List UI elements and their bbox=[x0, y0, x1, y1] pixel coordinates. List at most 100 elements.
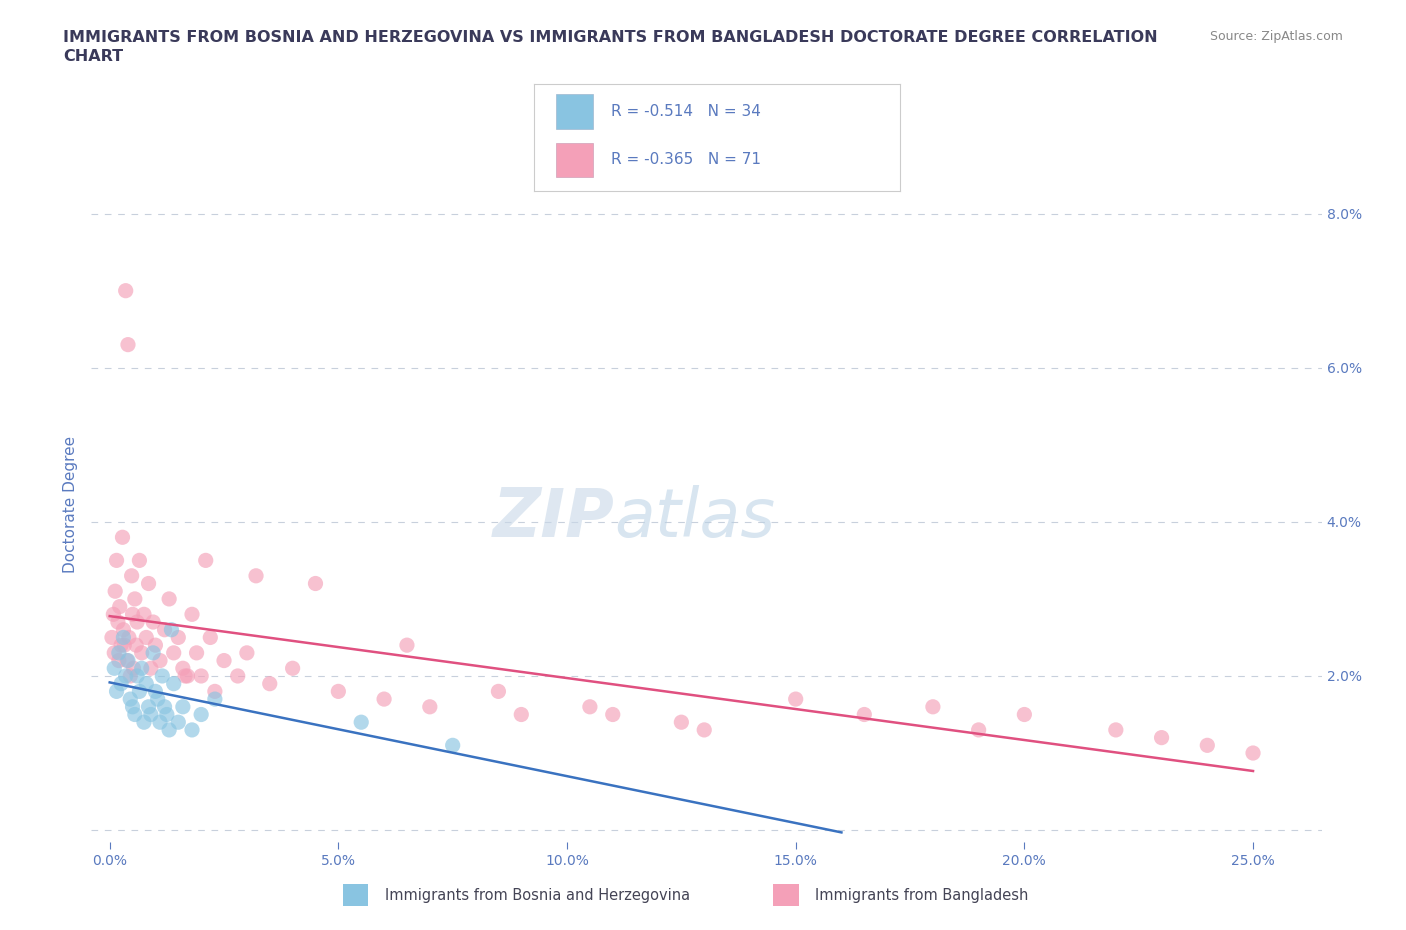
Point bbox=[118, 630, 141, 644]
Point bbox=[115, 653, 138, 668]
Point bbox=[135, 676, 157, 691]
Point bbox=[172, 661, 194, 676]
Point bbox=[128, 553, 150, 568]
Point bbox=[131, 661, 153, 676]
Point bbox=[150, 669, 173, 684]
Point bbox=[186, 645, 208, 660]
Point bbox=[111, 530, 134, 545]
Point bbox=[139, 661, 162, 676]
Point bbox=[350, 715, 373, 730]
Point bbox=[142, 615, 165, 630]
Point bbox=[112, 622, 135, 637]
Point bbox=[110, 676, 132, 691]
Point bbox=[1241, 746, 1264, 761]
Point bbox=[121, 699, 143, 714]
Text: Source: ZipAtlas.com: Source: ZipAtlas.com bbox=[1209, 30, 1343, 43]
Point bbox=[122, 661, 145, 676]
Point bbox=[117, 653, 139, 668]
Text: Immigrants from Bangladesh: Immigrants from Bangladesh bbox=[815, 888, 1029, 903]
Point bbox=[153, 699, 176, 714]
Point bbox=[138, 699, 160, 714]
Point bbox=[114, 669, 136, 684]
Point bbox=[127, 669, 149, 684]
Point bbox=[486, 684, 509, 698]
Point bbox=[174, 669, 197, 684]
Point bbox=[281, 661, 304, 676]
Text: R = -0.365   N = 71: R = -0.365 N = 71 bbox=[612, 153, 761, 167]
Point bbox=[304, 576, 326, 591]
Point bbox=[181, 607, 204, 622]
Point bbox=[853, 707, 876, 722]
Point bbox=[190, 669, 212, 684]
Y-axis label: Doctorate Degree: Doctorate Degree bbox=[63, 436, 79, 573]
Point bbox=[259, 676, 281, 691]
Point bbox=[441, 737, 464, 752]
Point bbox=[212, 653, 235, 668]
Point bbox=[120, 692, 142, 707]
Point bbox=[121, 568, 143, 583]
Text: atlas: atlas bbox=[614, 485, 775, 551]
Point bbox=[1197, 737, 1219, 752]
Point bbox=[105, 553, 128, 568]
Point bbox=[419, 699, 441, 714]
Point bbox=[120, 669, 142, 684]
Point bbox=[108, 645, 131, 660]
Point bbox=[139, 707, 162, 722]
Point bbox=[108, 599, 131, 614]
Point bbox=[114, 284, 136, 299]
Point bbox=[125, 638, 148, 653]
Text: Immigrants from Bosnia and Herzegovina: Immigrants from Bosnia and Herzegovina bbox=[385, 888, 690, 903]
Point bbox=[167, 630, 190, 644]
Point bbox=[1105, 723, 1128, 737]
Point bbox=[157, 591, 180, 606]
Bar bbox=[557, 142, 593, 177]
Point bbox=[245, 568, 267, 583]
Point bbox=[135, 630, 157, 644]
Text: ZIP: ZIP bbox=[492, 485, 614, 551]
Point bbox=[145, 638, 167, 653]
Point bbox=[172, 699, 194, 714]
Point bbox=[510, 707, 533, 722]
Point bbox=[112, 630, 135, 644]
Point bbox=[226, 669, 249, 684]
Point bbox=[145, 684, 167, 698]
Point bbox=[124, 591, 146, 606]
Bar bbox=[557, 94, 593, 128]
Point bbox=[181, 723, 204, 737]
Point bbox=[373, 692, 395, 707]
Point bbox=[110, 638, 132, 653]
Point bbox=[131, 645, 153, 660]
Point bbox=[922, 699, 945, 714]
Bar bbox=[773, 884, 799, 907]
Point bbox=[167, 715, 190, 730]
Point bbox=[160, 622, 183, 637]
Point bbox=[163, 645, 186, 660]
Point bbox=[200, 630, 222, 644]
Point bbox=[204, 684, 226, 698]
Point bbox=[108, 653, 131, 668]
Bar bbox=[343, 884, 368, 907]
Point bbox=[138, 576, 160, 591]
Point bbox=[124, 707, 146, 722]
Point bbox=[194, 553, 217, 568]
Point bbox=[328, 684, 350, 698]
Point bbox=[105, 684, 128, 698]
Point bbox=[103, 661, 125, 676]
Point bbox=[146, 692, 169, 707]
Point bbox=[785, 692, 807, 707]
Point bbox=[204, 692, 226, 707]
Point bbox=[1014, 707, 1036, 722]
Point bbox=[153, 622, 176, 637]
Point bbox=[103, 645, 125, 660]
Point bbox=[101, 630, 124, 644]
Point bbox=[236, 645, 259, 660]
Point bbox=[163, 676, 186, 691]
Point bbox=[1150, 730, 1173, 745]
Point bbox=[190, 707, 212, 722]
Point bbox=[128, 684, 150, 698]
Text: R = -0.514   N = 34: R = -0.514 N = 34 bbox=[612, 104, 761, 119]
Point bbox=[132, 715, 155, 730]
Point bbox=[176, 669, 198, 684]
Point bbox=[671, 715, 693, 730]
Point bbox=[107, 615, 129, 630]
